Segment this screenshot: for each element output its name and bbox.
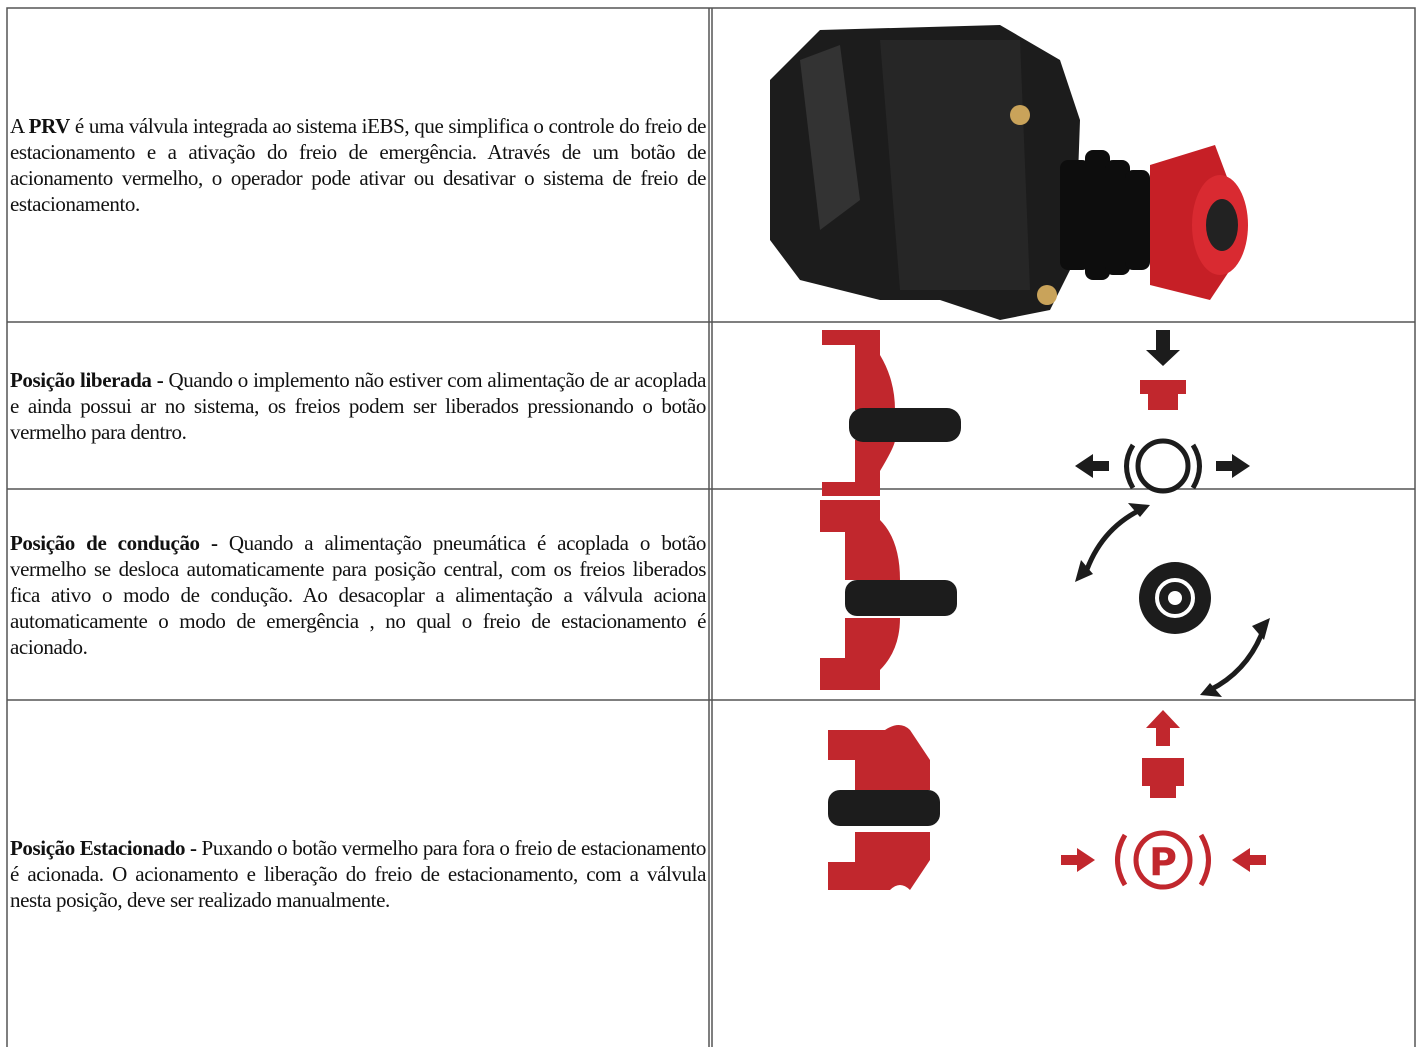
driving-icon (820, 500, 1270, 697)
cell: Posição Estacionado - Puxando o botão ve… (8, 700, 708, 1047)
bold-text: Posição Estacionado - (10, 835, 197, 860)
paragraph: Posição de condução - Quando a alimentaç… (10, 530, 706, 660)
body-text: Quando a alimentação pneumática é acopla… (10, 530, 706, 659)
body-text: Puxando o botão vermelho para fora o fre… (10, 835, 707, 912)
svg-text:P: P (1149, 840, 1177, 884)
cell: A PRV é uma válvula integrada ao sistema… (8, 8, 708, 322)
table-grid (6, 7, 1416, 1047)
body-text: Quando o implemento não estiver com alim… (10, 367, 706, 444)
lead-text: A (10, 114, 24, 138)
valve-image (770, 25, 1248, 320)
cell: Posição liberada - Quando o implemento n… (8, 322, 708, 489)
body-text: é uma válvula integrada ao sistema iEBS,… (10, 114, 707, 216)
paragraph: Posição Estacionado - Puxando o botão ve… (10, 835, 706, 913)
bold-text: Posição de condução - (10, 530, 218, 555)
bold-text: PRV (28, 114, 71, 138)
cell: Posição de condução - Quando a alimentaç… (8, 489, 708, 700)
paragraph: Posição liberada - Quando o implemento n… (10, 367, 706, 445)
parked-icon: P (828, 710, 1266, 890)
released-icon (822, 330, 1250, 496)
paragraph: A PRV é uma válvula integrada ao sistema… (10, 113, 706, 217)
bold-text: Posição liberada - (10, 367, 164, 392)
